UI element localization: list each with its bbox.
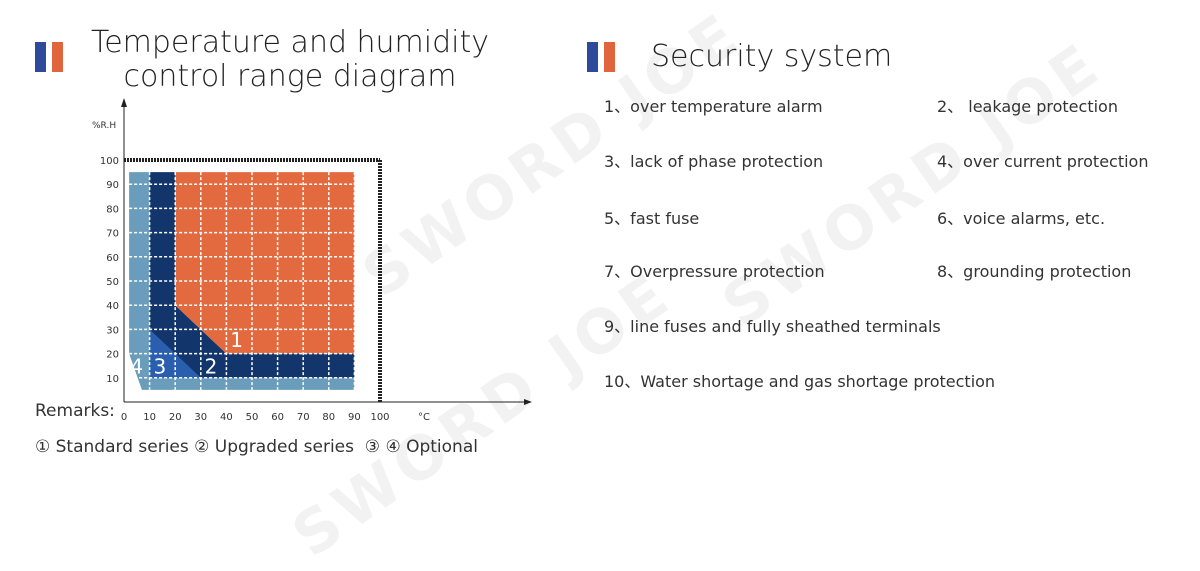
security-item: 10、Water shortage and gas shortage prote…	[604, 372, 996, 391]
region-label: 1	[230, 328, 243, 352]
x-axis-label: °C	[418, 412, 430, 423]
y-tick-label: 10	[106, 374, 119, 385]
flag-icon	[587, 42, 615, 72]
x-axis-arrow	[524, 399, 532, 405]
x-tick-label: 30	[194, 412, 207, 423]
y-tick-label: 60	[106, 253, 119, 264]
remarks-legend: ① Standard series ② Upgraded series ③ ④ …	[35, 437, 478, 457]
title-line1: Temperature and humidity	[90, 25, 490, 60]
x-tick-label: 90	[348, 412, 361, 423]
y-tick-label: 70	[106, 229, 119, 240]
region-label: 2	[205, 355, 218, 379]
y-tick-label: 90	[106, 180, 119, 191]
x-tick-label: 70	[297, 412, 310, 423]
x-tick-label: 10	[143, 412, 156, 423]
y-tick-label: 100	[100, 156, 119, 167]
title-line2: control range diagram	[123, 59, 457, 94]
security-title: Security system	[651, 39, 893, 74]
y-axis-label: %R.H	[92, 121, 116, 131]
y-tick-label: 50	[106, 277, 119, 288]
y-tick-label: 20	[106, 350, 119, 361]
y-tick-label: 40	[106, 301, 119, 312]
range-diagram: 4 3 210 10 20 30 40 50 60 70 80 90 10010203040506070…	[92, 98, 532, 423]
x-tick-label: 60	[271, 412, 284, 423]
x-tick-label: 100	[370, 412, 389, 423]
x-tick-label: 40	[220, 412, 233, 423]
region-label: 4	[130, 355, 143, 379]
y-tick-label: 80	[106, 204, 119, 215]
remarks-label: Remarks:	[35, 401, 115, 421]
y-axis-arrow	[121, 98, 127, 107]
y-tick-label: 30	[106, 325, 119, 336]
security-item: 3、lack of phase protection	[604, 152, 824, 171]
security-item: 6、voice alarms, etc.	[937, 209, 1106, 228]
security-item: 1、over temperature alarm	[604, 97, 823, 116]
x-tick-label: 50	[246, 412, 259, 423]
x-tick-label: 80	[322, 412, 335, 423]
x-tick-label: 0	[121, 412, 127, 423]
watermark: SWORD JOE	[710, 28, 1116, 342]
security-item: 8、grounding protection	[937, 262, 1132, 281]
x-tick-label: 20	[169, 412, 182, 423]
security-item: 4、over current protection	[937, 152, 1149, 171]
region-3	[149, 329, 201, 378]
region-label: 3	[153, 355, 166, 379]
security-item: 7、Overpressure protection	[604, 262, 825, 281]
region-1	[175, 172, 355, 354]
security-item: 9、line fuses and fully sheathed terminal…	[604, 317, 941, 336]
diagram-title: Temperature and humidity control range d…	[80, 26, 500, 94]
flag-icon	[35, 42, 63, 72]
security-item: 5、fast fuse	[604, 209, 700, 228]
security-item: 2、 leakage protection	[937, 97, 1118, 116]
